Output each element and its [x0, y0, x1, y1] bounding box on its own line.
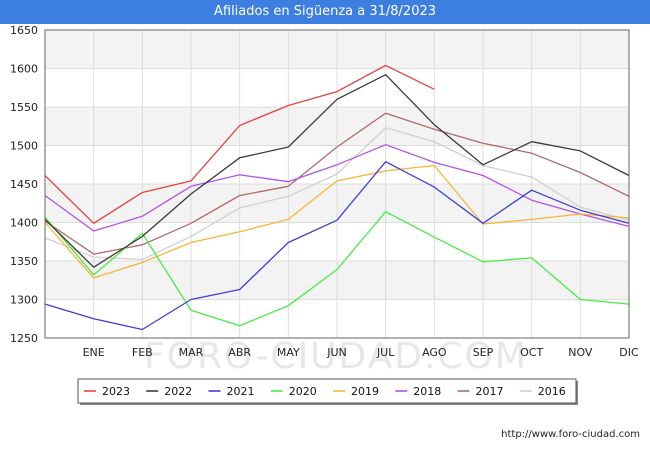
series-line-2022 [44, 74, 630, 268]
series-line-2023 [44, 64, 435, 224]
y-tick-label: 1500 [10, 140, 38, 153]
x-tick-label: OCT [520, 346, 543, 359]
y-tick-label: 1300 [10, 294, 38, 307]
x-tick-label: SEP [473, 346, 494, 359]
series-line-2016 [44, 127, 630, 261]
series-lines [44, 64, 630, 331]
footer-url: http://www.foro-ciudad.com [501, 429, 640, 440]
y-tick-label: 1550 [10, 101, 38, 114]
y-tick-label: 1350 [10, 255, 38, 268]
x-tick-label: JUN [326, 346, 347, 359]
legend-label-2023: 2023 [102, 385, 130, 398]
series-line-2017 [44, 112, 630, 255]
x-tick-label: AGO [422, 346, 447, 359]
legend-label-2018: 2018 [413, 385, 441, 398]
x-tick-label: FEB [132, 346, 153, 359]
series-line-2020 [44, 211, 630, 327]
legend-label-2022: 2022 [164, 385, 192, 398]
legend-label-2017: 2017 [476, 385, 504, 398]
y-tick-label: 1650 [10, 24, 38, 37]
chart-title: Afiliados en Sigüenza a 31/8/2023 [0, 0, 650, 24]
y-tick-label: 1250 [10, 332, 38, 345]
x-tick-label: MAR [179, 346, 204, 359]
legend: 2023 2022 2021 2020 2019 2018 2017 2016 [77, 378, 578, 405]
series-line-2018 [44, 144, 630, 232]
watermark: FORO-CIUDAD.COM [144, 336, 528, 377]
legend-label-2016: 2016 [538, 385, 566, 398]
series-line-2019 [44, 164, 630, 279]
legend-label-2020: 2020 [289, 385, 317, 398]
legend-label-2019: 2019 [351, 385, 379, 398]
x-tick-label: ABR [228, 346, 251, 359]
x-tick-label: JUL [376, 346, 395, 359]
y-tick-label: 1400 [10, 217, 38, 230]
series-line-2021 [44, 161, 630, 331]
legend-box [77, 378, 577, 404]
y-tick-label: 1600 [10, 63, 38, 76]
plot-frame [44, 29, 630, 339]
x-tick-label: MAY [277, 346, 300, 359]
axes: 1250 1300 1350 1400 1450 1500 1550 1600 1650 ENE F… [10, 24, 639, 359]
x-tick-label: DIC [619, 346, 639, 359]
x-tick-label: ENE [83, 346, 105, 359]
x-tick-label: NOV [568, 346, 593, 359]
legend-label-2021: 2021 [227, 385, 255, 398]
y-tick-label: 1450 [10, 178, 38, 191]
